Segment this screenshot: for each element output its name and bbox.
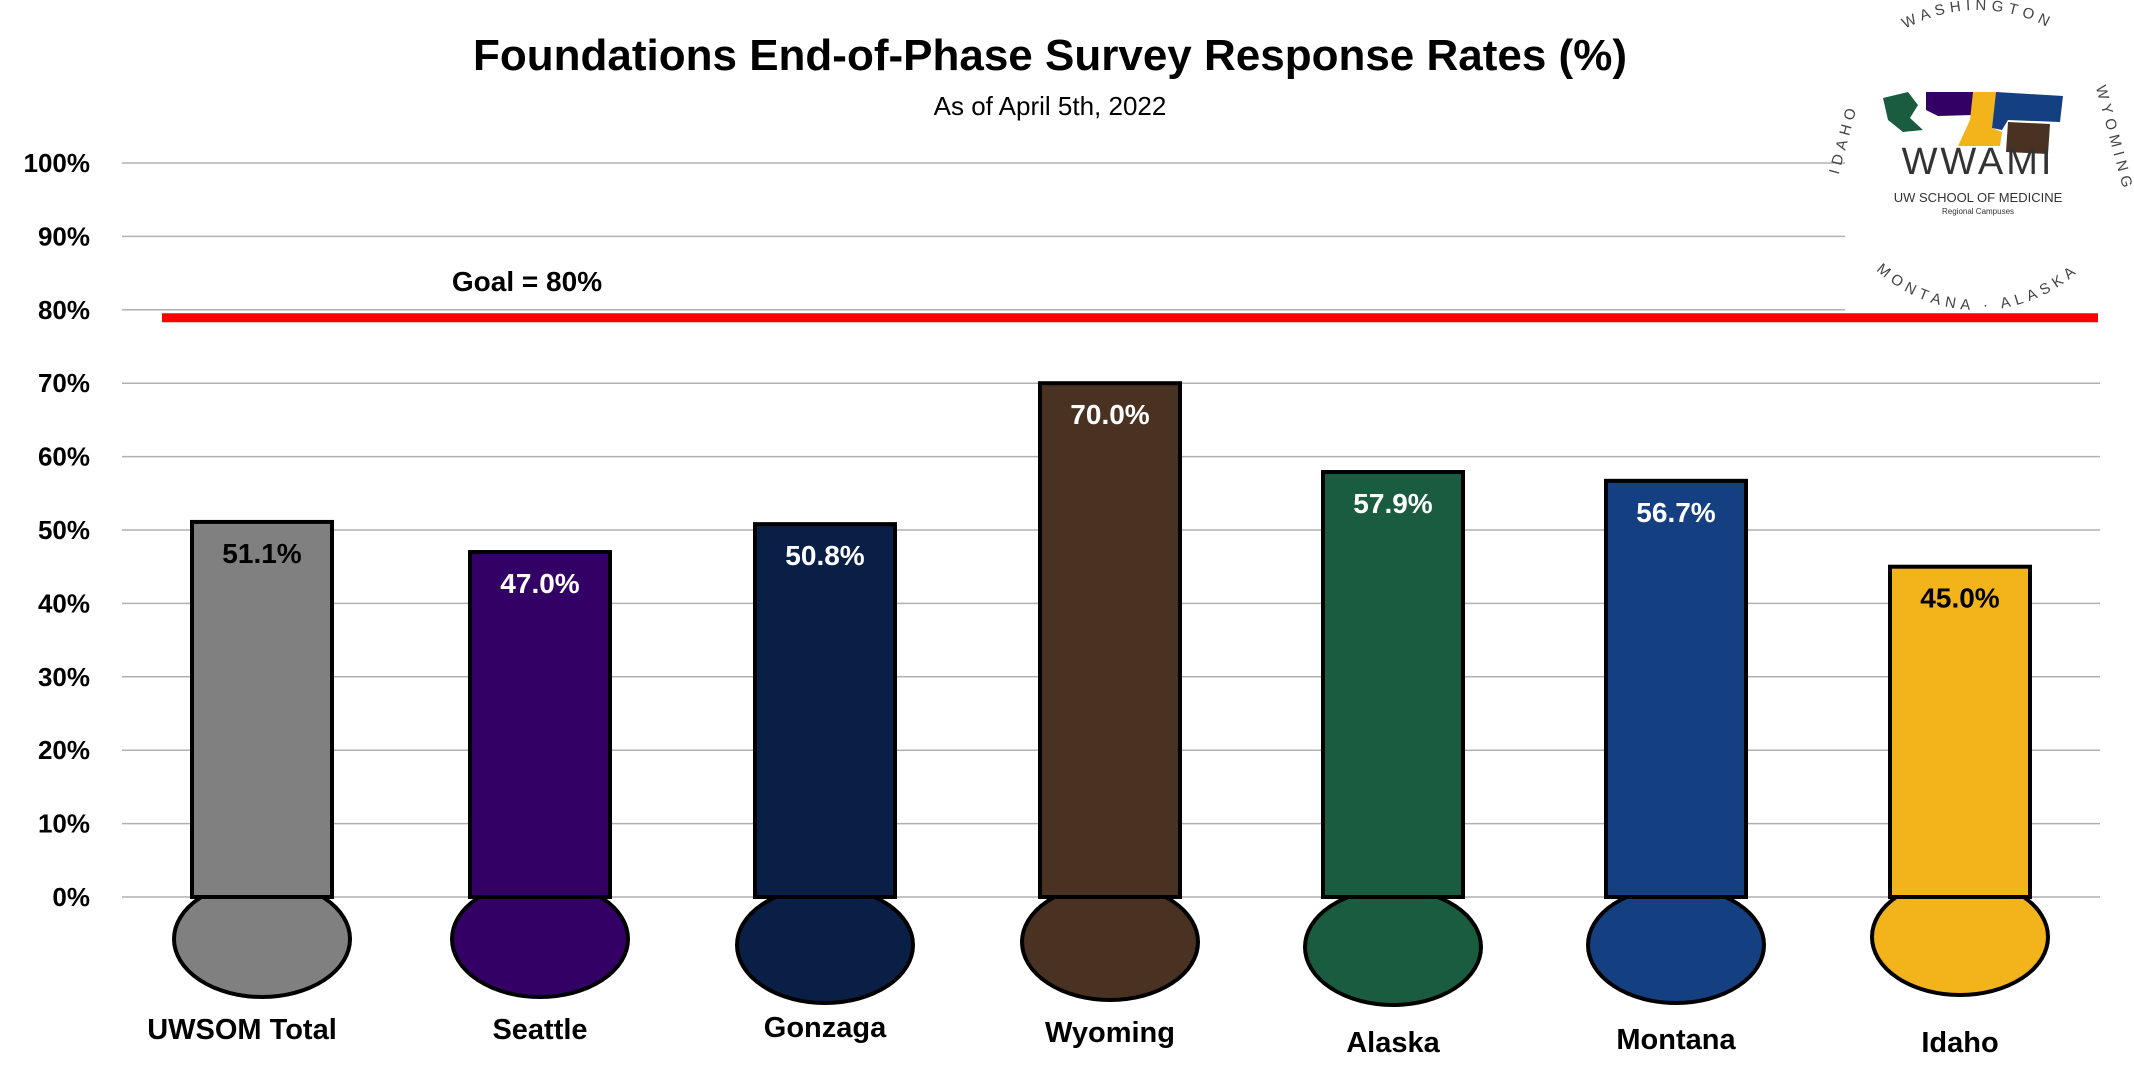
category-labels: UWSOM Total Seattle Gonzaga Wyoming Alaska Mo… — [147, 1012, 1998, 1059]
chart-subtitle: As of April 5th, 2022 — [934, 91, 1167, 121]
category-label: Seattle — [492, 1014, 587, 1046]
bar — [1888, 564, 2032, 899]
bar — [1604, 478, 1748, 899]
category-label: Gonzaga — [764, 1012, 887, 1044]
logo-line1: UW SCHOOL OF MEDICINE — [1894, 190, 2063, 205]
state-map-icon — [1883, 92, 2063, 154]
y-tick-label: 10% — [38, 809, 90, 839]
y-tick-label: 40% — [38, 588, 90, 618]
y-tick-label: 60% — [38, 442, 90, 472]
data-label: 57.9% — [1353, 488, 1432, 519]
logo-arc-bottom: MONTANA · ALASKA — [1873, 260, 2082, 314]
bar-bulb — [1020, 882, 1200, 1002]
y-tick-label: 80% — [38, 295, 90, 325]
bar-bulb — [735, 885, 915, 1005]
y-tick-label: 20% — [38, 735, 90, 765]
goal-label: Goal = 80% — [452, 266, 602, 297]
bar-bulbs — [172, 877, 2050, 1007]
logo-arc-top: WASHINGTON — [1899, 0, 2057, 32]
y-tick-label: 100% — [24, 148, 91, 178]
data-label: 70.0% — [1070, 399, 1149, 430]
data-label: 51.1% — [222, 538, 301, 569]
bar-bulb — [1303, 887, 1483, 1007]
category-label: Idaho — [1921, 1027, 1998, 1059]
data-labels: 51.1% 47.0% 50.8% 70.0% 57.9% 56.7% 45.0% — [222, 399, 1999, 614]
logo-name: WWAMI — [1902, 141, 2055, 183]
data-label: 50.8% — [785, 540, 864, 571]
bar-bulb — [1586, 885, 1766, 1005]
chart-title: Foundations End-of-Phase Survey Response… — [473, 31, 1627, 80]
bar — [753, 522, 897, 899]
logo-arc-right: WYOMING — [2092, 84, 2134, 195]
bar — [190, 519, 334, 900]
wwami-logo: WASHINGTON MONTANA · ALASKA IDAHO WYOMIN… — [1826, 0, 2134, 314]
data-label: 47.0% — [500, 568, 579, 599]
y-tick-label: 0% — [52, 882, 90, 912]
y-tick-label: 50% — [38, 515, 90, 545]
bar — [1038, 381, 1182, 899]
bar — [468, 550, 612, 900]
category-label: Montana — [1616, 1024, 1736, 1056]
category-label: Alaska — [1346, 1027, 1440, 1059]
logo-line2: Regional Campuses — [1942, 207, 2014, 216]
y-tick-label: 70% — [38, 368, 90, 398]
data-label: 56.7% — [1636, 497, 1715, 528]
category-label: UWSOM Total — [147, 1014, 337, 1046]
y-tick-label: 30% — [38, 662, 90, 692]
category-label: Wyoming — [1045, 1017, 1175, 1049]
bar — [1321, 470, 1465, 899]
logo-arc-left: IDAHO — [1826, 102, 1861, 176]
y-axis-ticks: 0% 10% 20% 30% 40% 50% 60% 70% 80% 90% 100% — [24, 148, 91, 912]
bars — [190, 381, 2032, 900]
data-label: 45.0% — [1920, 583, 1999, 614]
y-tick-label: 90% — [38, 221, 90, 251]
